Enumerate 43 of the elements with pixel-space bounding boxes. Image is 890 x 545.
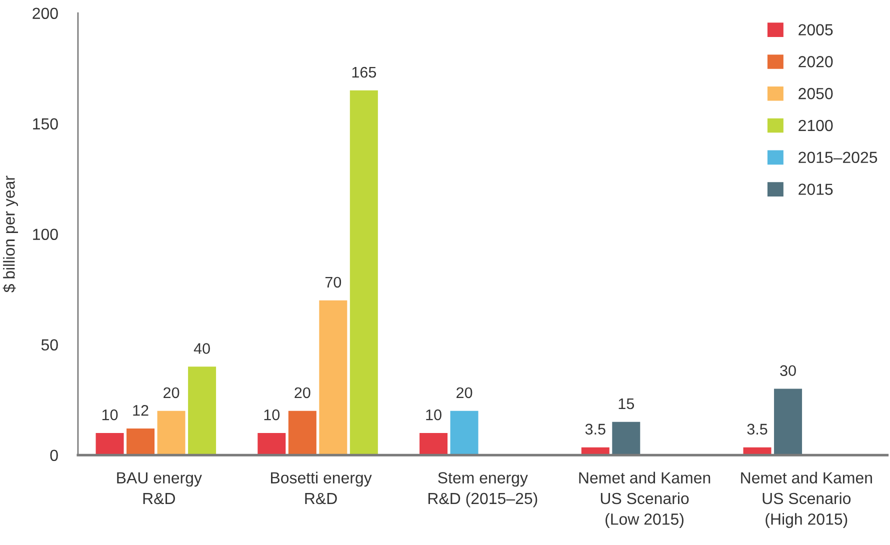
x-tick-label: Nemet and Kamen US Scenario (Low 2015): [579, 472, 710, 528]
bar: [319, 300, 348, 456]
bar: [612, 422, 640, 456]
legend-label: 2015: [798, 184, 833, 195]
x-tick-label: Nemet and Kamen US Scenario (High 2015): [741, 472, 872, 528]
data-label: 20: [164, 387, 180, 398]
x-tick-label: Bosetti energy R&D: [271, 472, 372, 504]
data-label: 10: [102, 409, 118, 420]
bar: [258, 432, 286, 456]
bar: [157, 410, 186, 456]
bar: [126, 428, 155, 456]
data-label: 30: [780, 365, 796, 376]
legend-label: 2005: [798, 24, 833, 36]
bar: [774, 388, 802, 456]
legend-label: 2015–2025: [798, 152, 878, 164]
bar: [96, 432, 124, 456]
data-label: 40: [194, 343, 210, 354]
y-axis-title: $ billion per year: [2, 176, 18, 292]
data-label: 10: [426, 409, 442, 420]
bar: [288, 410, 316, 456]
data-label: 70: [325, 276, 342, 288]
legend-label: 2100: [798, 120, 833, 132]
data-label: 3.5: [747, 424, 768, 435]
bar: [420, 432, 448, 456]
data-label: 15: [618, 398, 634, 410]
x-tick-label: Stem energy R&D (2015–25): [428, 472, 538, 508]
data-label: 3.5: [585, 424, 606, 435]
y-tick-label: 150: [33, 118, 58, 130]
data-label: 165: [352, 66, 376, 78]
data-label: 12: [133, 404, 148, 416]
bar: [350, 90, 378, 456]
y-tick-label: 50: [41, 339, 58, 351]
data-label: 20: [456, 387, 472, 398]
y-tick-label: 0: [50, 450, 58, 462]
y-tick-label: 100: [33, 228, 58, 240]
data-label: 20: [294, 387, 310, 398]
x-tick-label: BAU energy R&D: [117, 472, 202, 504]
data-label: 10: [264, 409, 280, 420]
bar: [450, 410, 478, 456]
legend-label: 2020: [798, 56, 833, 68]
bar: [188, 366, 216, 456]
legend-label: 2050: [798, 88, 833, 100]
y-tick-label: 200: [32, 8, 58, 20]
